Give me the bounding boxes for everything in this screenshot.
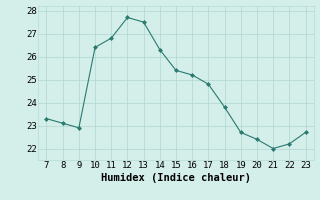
X-axis label: Humidex (Indice chaleur): Humidex (Indice chaleur) <box>101 173 251 183</box>
